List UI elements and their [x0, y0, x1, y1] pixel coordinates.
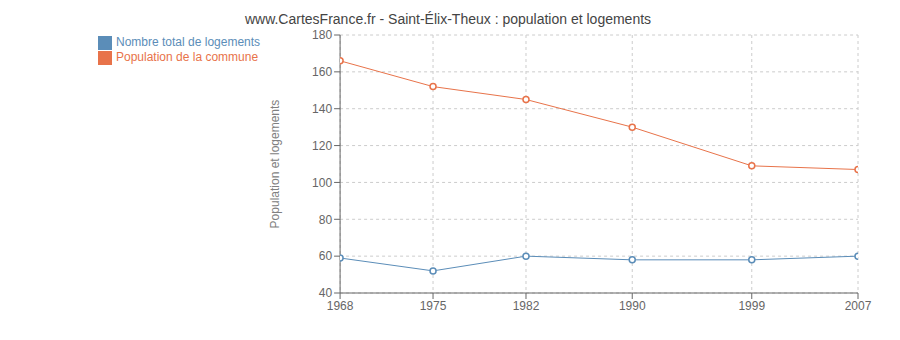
svg-text:60: 60: [319, 249, 333, 263]
svg-text:1982: 1982: [513, 299, 540, 313]
html-text:Population de la commune: Population de la commune: [116, 49, 259, 64]
html-text:Nombre total de logements: Nombre total de logements: [116, 35, 261, 49]
svg-text:1975: 1975: [420, 299, 447, 313]
svg-text:1990: 1990: [619, 299, 646, 313]
svg-text:160: 160: [312, 65, 332, 79]
svg-text:Population et logements: Population et logements: [268, 100, 282, 229]
svg-text:100: 100: [312, 176, 332, 190]
svg-text:140: 140: [312, 102, 332, 116]
html-text:www.CartesFrance.fr - Saint-Él: www.CartesFrance.fr - Saint-Élix-Theux :…: [244, 11, 652, 27]
svg-text:1999: 1999: [738, 299, 765, 313]
svg-text:2007: 2007: [845, 299, 872, 313]
svg-text:40: 40: [319, 286, 333, 300]
svg-text:120: 120: [312, 139, 332, 153]
svg-text:180: 180: [312, 30, 332, 42]
svg-text:80: 80: [319, 213, 333, 227]
svg-text:1968: 1968: [327, 299, 354, 313]
